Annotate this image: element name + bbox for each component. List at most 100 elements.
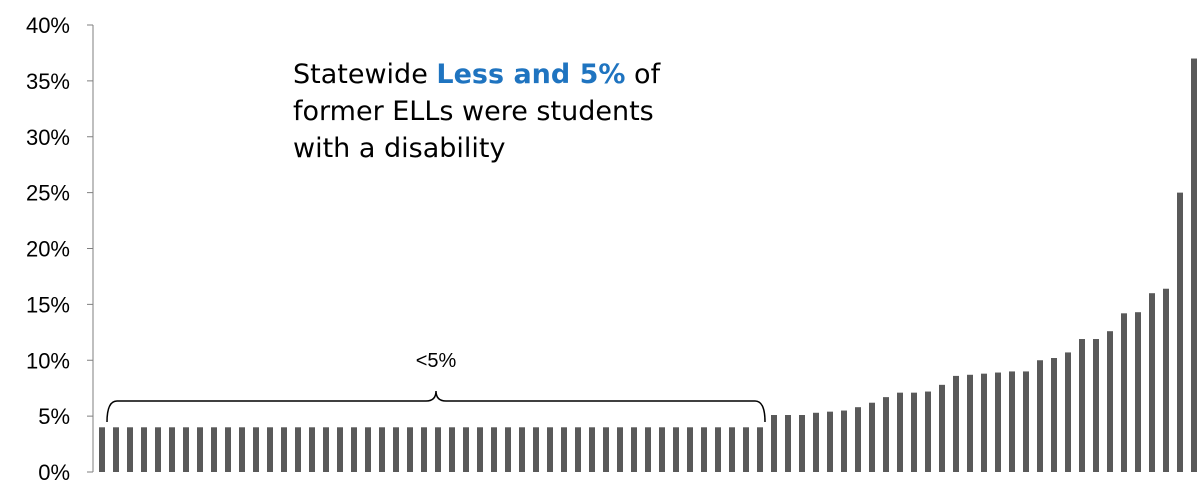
bar xyxy=(407,427,413,472)
y-tick-label: 40% xyxy=(26,13,70,38)
bar xyxy=(799,415,805,472)
bar xyxy=(911,392,917,472)
bar xyxy=(1135,312,1141,472)
bar xyxy=(435,427,441,472)
bar xyxy=(729,427,735,472)
bar xyxy=(1023,371,1029,472)
bar xyxy=(603,427,609,472)
bar xyxy=(449,427,455,472)
bars xyxy=(99,58,1197,473)
bar xyxy=(1107,331,1113,472)
bar xyxy=(897,392,903,472)
annotation-line-3: with a disability xyxy=(293,133,506,164)
bar xyxy=(813,412,819,472)
bar xyxy=(533,427,539,472)
bar xyxy=(1163,288,1169,472)
bar xyxy=(1093,339,1099,472)
curly-bracket xyxy=(106,390,766,423)
bar xyxy=(127,427,133,472)
bar xyxy=(393,427,399,472)
bar xyxy=(351,427,357,472)
bar xyxy=(925,391,931,472)
bracket-label: <5% xyxy=(416,350,457,372)
annotation-line-2: former ELLs were students xyxy=(293,96,654,127)
bar xyxy=(939,384,945,472)
bar xyxy=(211,427,217,472)
bar xyxy=(295,427,301,472)
bar xyxy=(225,427,231,472)
bar xyxy=(519,427,525,472)
bar xyxy=(981,373,987,472)
bar xyxy=(771,415,777,472)
bar xyxy=(365,427,371,472)
bar xyxy=(743,427,749,472)
annotation-line1-suffix: of xyxy=(625,59,661,90)
y-tick-label: 35% xyxy=(26,69,70,94)
bar xyxy=(995,372,1001,472)
statewide-annotation: Statewide Less and 5% of former ELLs wer… xyxy=(293,56,753,167)
bar xyxy=(421,427,427,472)
bar xyxy=(505,427,511,472)
bar xyxy=(1037,360,1043,472)
bar xyxy=(323,427,329,472)
bar xyxy=(197,427,203,472)
bar xyxy=(715,427,721,472)
bar xyxy=(309,427,315,472)
bar xyxy=(379,427,385,472)
bar xyxy=(169,427,175,472)
y-tick-label: 25% xyxy=(26,181,70,206)
bar xyxy=(967,374,973,472)
bar xyxy=(589,427,595,472)
bar xyxy=(267,427,273,472)
bar xyxy=(855,407,861,472)
bar xyxy=(575,427,581,472)
y-tick-label: 0% xyxy=(38,460,70,481)
bar xyxy=(155,427,161,472)
y-tick-label: 15% xyxy=(26,292,70,317)
bar xyxy=(1149,293,1155,472)
bar xyxy=(687,427,693,472)
y-tick-label: 20% xyxy=(26,237,70,262)
bar xyxy=(253,427,259,472)
annotation-line-1: Statewide Less and 5% of xyxy=(293,56,753,93)
bar xyxy=(561,427,567,472)
bar xyxy=(113,427,119,472)
bar xyxy=(1121,313,1127,472)
bar xyxy=(239,427,245,472)
y-tick-label: 30% xyxy=(26,125,70,150)
bar xyxy=(281,427,287,472)
annotation-prefix: Statewide xyxy=(293,59,437,90)
bar xyxy=(785,415,791,472)
bar xyxy=(1079,339,1085,472)
bar xyxy=(337,427,343,472)
bar xyxy=(617,427,623,472)
bar xyxy=(1065,352,1071,472)
bar xyxy=(841,410,847,472)
y-tick-label: 10% xyxy=(26,348,70,373)
bar xyxy=(827,411,833,472)
bar xyxy=(1177,192,1183,472)
y-axis: 0% 5% 10% 15% 20% 25% 30% 35% 40% xyxy=(26,13,94,481)
bar xyxy=(1051,358,1057,472)
bar xyxy=(463,427,469,472)
bar xyxy=(99,427,105,472)
y-tick-label: 5% xyxy=(38,404,70,429)
bar xyxy=(547,427,553,472)
bar xyxy=(883,397,889,472)
bar xyxy=(1191,58,1197,473)
bracket-annotation: <5% xyxy=(106,350,766,423)
bar xyxy=(673,427,679,472)
bar xyxy=(757,427,763,472)
bar xyxy=(631,427,637,472)
bar xyxy=(659,427,665,472)
bar xyxy=(141,427,147,472)
bar xyxy=(1009,371,1015,472)
bar xyxy=(477,427,483,472)
bar xyxy=(701,427,707,472)
bar xyxy=(869,402,875,472)
bar xyxy=(953,375,959,472)
annotation-highlight: Less and 5% xyxy=(436,59,626,90)
bar xyxy=(645,427,651,472)
bar xyxy=(183,427,189,472)
